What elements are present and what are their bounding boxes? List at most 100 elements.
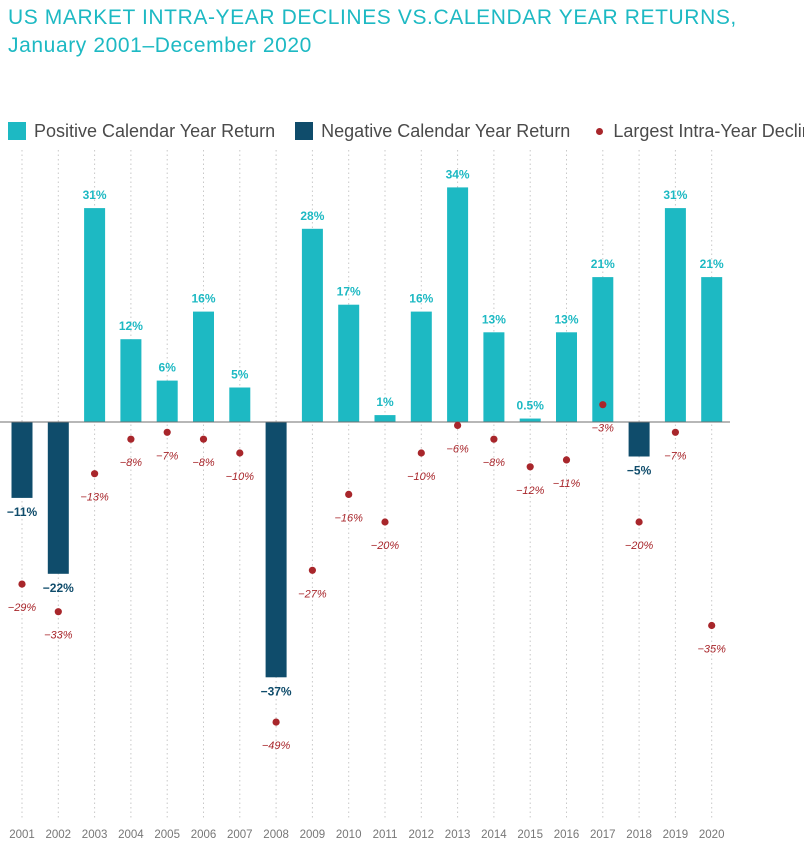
bar-2004 bbox=[120, 339, 142, 422]
bar-label-2011: 1% bbox=[376, 395, 394, 409]
decline-dot-2008 bbox=[272, 718, 280, 726]
decline-label-2020: −35% bbox=[697, 644, 726, 656]
bar-2017 bbox=[592, 277, 614, 422]
bar-2019 bbox=[664, 208, 686, 422]
decline-label-2019: −7% bbox=[664, 450, 687, 462]
x-tick-2012: 2012 bbox=[409, 829, 435, 841]
bar-2012 bbox=[410, 311, 432, 422]
x-tick-2010: 2010 bbox=[336, 829, 362, 841]
bar-label-2017: 21% bbox=[591, 257, 615, 271]
x-tick-2009: 2009 bbox=[300, 829, 326, 841]
decline-dot-2020 bbox=[708, 621, 716, 630]
x-tick-2018: 2018 bbox=[626, 829, 652, 841]
legend-swatch-positive bbox=[8, 122, 26, 140]
bar-2014 bbox=[483, 332, 505, 422]
decline-label-2010: −16% bbox=[334, 512, 363, 524]
legend-item-decline: Largest Intra-Year Decline bbox=[590, 121, 804, 142]
bar-label-2008: −37% bbox=[261, 684, 292, 698]
x-tick-2002: 2002 bbox=[46, 829, 72, 841]
bar-2013 bbox=[447, 187, 469, 422]
decline-label-2007: −10% bbox=[226, 471, 255, 483]
decline-label-2002: −33% bbox=[44, 630, 73, 642]
decline-dot-2002 bbox=[54, 608, 62, 616]
decline-dot-2007 bbox=[236, 449, 244, 457]
bar-label-2007: 5% bbox=[231, 368, 249, 382]
bar-2010 bbox=[338, 304, 360, 422]
decline-dot-2012 bbox=[417, 449, 425, 457]
x-tick-2011: 2011 bbox=[373, 829, 398, 841]
bar-2001 bbox=[11, 422, 33, 498]
decline-dot-2019 bbox=[671, 428, 680, 436]
decline-dot-2015 bbox=[526, 463, 534, 471]
decline-label-2017: −3% bbox=[592, 423, 615, 435]
decline-dot-2016 bbox=[562, 456, 571, 464]
bar-label-2014: 13% bbox=[482, 312, 506, 326]
bar-2009 bbox=[301, 228, 323, 422]
bar-label-2002: −22% bbox=[43, 581, 74, 595]
x-tick-2005: 2005 bbox=[154, 829, 180, 841]
bar-2011 bbox=[374, 415, 396, 422]
bar-label-2003: 31% bbox=[83, 188, 107, 202]
x-tick-2004: 2004 bbox=[118, 829, 144, 841]
bar-label-2004: 12% bbox=[119, 319, 143, 333]
bar-label-2020: 21% bbox=[700, 257, 724, 271]
chart-title-line-1: US MARKET INTRA-YEAR DECLINES VS.CALENDA… bbox=[8, 6, 737, 29]
decline-dot-2009 bbox=[308, 566, 316, 574]
bar-2006 bbox=[193, 311, 214, 422]
bar-label-2016: 13% bbox=[554, 312, 578, 326]
decline-dot-2011 bbox=[381, 518, 389, 526]
decline-dot-2004 bbox=[127, 435, 135, 443]
bar-label-2013: 34% bbox=[446, 167, 470, 181]
decline-label-2013: −6% bbox=[446, 443, 469, 455]
decline-label-2006: −8% bbox=[192, 457, 215, 469]
decline-label-2014: −8% bbox=[483, 457, 506, 469]
bar-2018 bbox=[628, 422, 650, 457]
legend-dot-decline bbox=[596, 127, 604, 135]
bar-label-2010: 17% bbox=[337, 285, 361, 299]
x-tick-2008: 2008 bbox=[263, 829, 289, 841]
x-tick-2013: 2013 bbox=[445, 829, 471, 841]
decline-label-2008: −49% bbox=[262, 740, 291, 752]
legend-label-decline: Largest Intra-Year Decline bbox=[613, 120, 804, 141]
chart-title-line-2: January 2001–December 2020 bbox=[8, 34, 312, 57]
decline-dot-2018 bbox=[635, 518, 643, 526]
x-tick-2014: 2014 bbox=[481, 829, 507, 841]
decline-label-2011: −20% bbox=[371, 540, 400, 552]
decline-label-2018: −20% bbox=[625, 540, 654, 552]
x-tick-2015: 2015 bbox=[517, 829, 543, 841]
decline-dot-2001 bbox=[18, 580, 26, 588]
bar-label-2009: 28% bbox=[300, 209, 324, 223]
bar-label-2015: 0.5% bbox=[517, 399, 545, 413]
bar-2016 bbox=[556, 332, 577, 422]
x-tick-2017: 2017 bbox=[590, 829, 616, 841]
bar-label-2018: −5% bbox=[627, 464, 652, 478]
legend-label-negative: Negative Calendar Year Return bbox=[321, 120, 571, 141]
bar-2005 bbox=[156, 380, 178, 422]
bar-2002 bbox=[47, 422, 69, 574]
decline-label-2016: −11% bbox=[553, 478, 581, 490]
x-tick-2006: 2006 bbox=[191, 829, 217, 841]
bar-2003 bbox=[84, 208, 106, 422]
bar-2015 bbox=[519, 418, 541, 422]
decline-label-2001: −29% bbox=[8, 602, 37, 614]
decline-dot-2006 bbox=[199, 435, 208, 443]
x-tick-2003: 2003 bbox=[82, 829, 108, 841]
legend-swatch-negative bbox=[295, 122, 314, 140]
decline-label-2003: −13% bbox=[80, 492, 109, 504]
decline-dot-2003 bbox=[91, 470, 99, 478]
decline-label-2012: −10% bbox=[407, 471, 436, 483]
x-tick-2007: 2007 bbox=[227, 829, 253, 841]
bar-label-2019: 31% bbox=[663, 188, 687, 202]
bar-label-2001: −11% bbox=[7, 505, 38, 519]
bar-label-2005: 6% bbox=[159, 361, 177, 375]
x-tick-2020: 2020 bbox=[699, 829, 725, 841]
legend-item-positive: Positive Calendar Year Return bbox=[8, 121, 275, 142]
bar-label-2012: 16% bbox=[409, 292, 433, 306]
bar-label-2006: 16% bbox=[191, 292, 215, 306]
decline-dot-2014 bbox=[490, 435, 498, 443]
decline-dot-2013 bbox=[454, 421, 462, 429]
x-tick-2001: 2001 bbox=[9, 829, 35, 841]
legend-item-negative: Negative Calendar Year Return bbox=[295, 121, 570, 142]
bar-2020 bbox=[701, 277, 723, 422]
decline-label-2005: −7% bbox=[156, 450, 179, 462]
